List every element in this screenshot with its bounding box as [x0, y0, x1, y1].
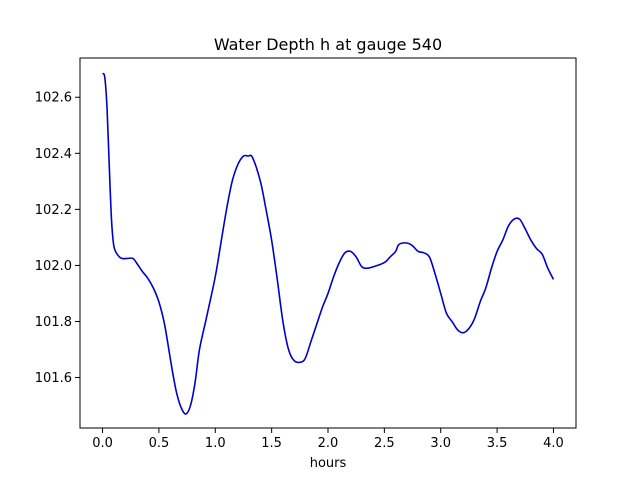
x-tick-label: 3.0 — [430, 436, 451, 451]
y-tick-label: 102.4 — [35, 147, 72, 162]
plot-area-frame — [79, 57, 577, 429]
x-tick-label: 1.0 — [205, 436, 226, 451]
x-tick-label: 4.0 — [543, 436, 564, 451]
x-tick-label: 3.5 — [487, 436, 508, 451]
x-axis-ticks: 0.0 0.5 1.0 1.5 2.0 2.5 3.0 3.5 4.0 — [92, 428, 564, 451]
x-tick-label: 1.5 — [261, 436, 282, 451]
y-tick-label: 102.0 — [35, 259, 72, 274]
x-tick-label: 0.5 — [149, 436, 170, 451]
y-tick-label: 101.6 — [35, 371, 72, 386]
y-tick-label: 102.6 — [35, 91, 72, 106]
y-tick-label: 102.2 — [35, 203, 72, 218]
x-axis-label: hours — [310, 456, 347, 471]
x-tick-label: 2.5 — [374, 436, 395, 451]
chart-title: Water Depth h at gauge 540 — [214, 35, 442, 54]
x-tick-label: 2.0 — [318, 436, 339, 451]
x-tick-label: 0.0 — [92, 436, 113, 451]
series-line — [101, 72, 555, 415]
y-axis-ticks: 101.6 101.8 102.0 102.2 102.4 102.6 — [35, 91, 80, 386]
y-tick-label: 101.8 — [35, 315, 72, 330]
series-layer — [101, 72, 555, 415]
